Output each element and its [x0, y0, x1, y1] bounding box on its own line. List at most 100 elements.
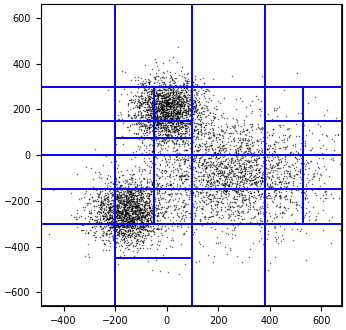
Point [251, 166, 256, 172]
Point [180, 200, 185, 205]
Point [177, 104, 183, 109]
Point [144, 200, 150, 205]
Point [195, 162, 200, 167]
Point [162, 216, 168, 221]
Point [185, 116, 191, 122]
Point [170, 101, 175, 106]
Point [105, 216, 110, 221]
Point [194, 115, 200, 120]
Point [129, 223, 134, 228]
Point [90, 186, 96, 191]
Point [132, 221, 137, 226]
Point [280, 232, 285, 237]
Point [156, 204, 161, 209]
Point [277, 192, 282, 197]
Point [101, 207, 107, 212]
Point [180, 99, 185, 104]
Point [101, 203, 107, 208]
Point [142, 76, 147, 82]
Point [195, 113, 201, 118]
Point [193, 226, 199, 232]
Point [115, 222, 121, 228]
Point [274, 161, 280, 167]
Point [131, 210, 136, 215]
Point [159, 170, 165, 176]
Point [138, 197, 144, 203]
Point [264, 194, 269, 199]
Point [169, 92, 175, 98]
Point [204, 189, 209, 194]
Point [276, 176, 282, 182]
Point [146, 91, 152, 96]
Point [218, 147, 223, 152]
Point [165, 101, 171, 106]
Point [111, 219, 116, 224]
Point [193, 142, 199, 147]
Point [136, 111, 141, 116]
Point [165, 138, 170, 144]
Point [170, 112, 176, 117]
Point [221, 169, 226, 174]
Point [191, 210, 197, 215]
Point [163, 95, 169, 100]
Point [275, 203, 280, 208]
Point [208, 187, 213, 192]
Point [137, 245, 143, 250]
Point [197, 216, 203, 221]
Point [173, 115, 179, 121]
Point [133, 189, 138, 194]
Point [198, 76, 203, 82]
Point [117, 253, 122, 258]
Point [170, 128, 175, 134]
Point [269, 157, 275, 162]
Point [156, 227, 162, 232]
Point [213, 134, 219, 140]
Point [114, 222, 120, 228]
Point [181, 90, 186, 95]
Point [166, 120, 172, 125]
Point [225, 176, 230, 182]
Point [127, 199, 132, 204]
Point [227, 179, 232, 184]
Point [108, 228, 114, 234]
Point [181, 122, 186, 127]
Point [137, 201, 143, 206]
Point [246, 149, 252, 154]
Point [172, 118, 177, 123]
Point [78, 228, 83, 233]
Point [141, 109, 147, 114]
Point [158, 110, 164, 116]
Point [160, 195, 165, 201]
Point [209, 143, 215, 148]
Point [299, 137, 304, 142]
Point [181, 203, 186, 209]
Point [163, 97, 168, 102]
Point [99, 199, 105, 205]
Point [148, 202, 154, 207]
Point [117, 116, 122, 122]
Point [246, 174, 252, 179]
Point [174, 100, 180, 105]
Point [158, 142, 164, 148]
Point [79, 227, 85, 232]
Point [238, 139, 244, 144]
Point [153, 105, 159, 111]
Point [120, 231, 126, 236]
Point [100, 209, 106, 214]
Point [196, 156, 202, 161]
Point [264, 134, 270, 139]
Point [154, 177, 159, 182]
Point [174, 123, 180, 128]
Point [162, 112, 168, 117]
Point [158, 226, 163, 232]
Point [128, 204, 133, 209]
Point [251, 157, 256, 163]
Point [227, 222, 233, 227]
Point [168, 238, 174, 243]
Point [177, 125, 183, 131]
Point [155, 195, 160, 200]
Point [200, 177, 206, 182]
Point [211, 181, 217, 186]
Point [82, 253, 88, 258]
Point [229, 183, 234, 189]
